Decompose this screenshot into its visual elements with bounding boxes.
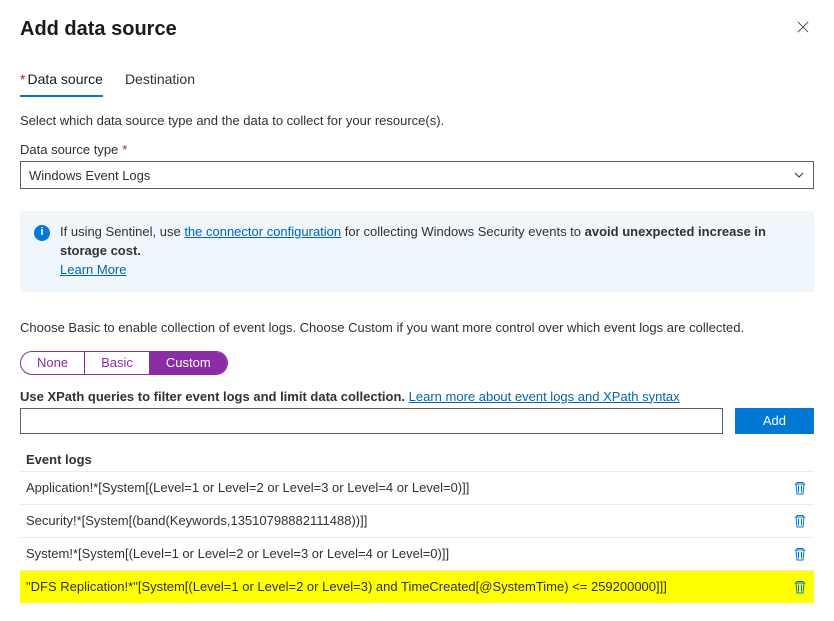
- tab-data-source[interactable]: *Data source: [20, 71, 103, 97]
- event-log-row: Security!*[System[(band(Keywords,1351079…: [20, 504, 814, 537]
- tab-data-source-label: Data source: [27, 71, 102, 87]
- event-log-row: System!*[System[(Level=1 or Level=2 or L…: [20, 537, 814, 570]
- data-source-type-select[interactable]: Windows Event Logs: [20, 161, 814, 189]
- segment-basic[interactable]: Basic: [84, 352, 149, 374]
- event-log-text: System!*[System[(Level=1 or Level=2 or L…: [26, 546, 792, 561]
- tab-destination[interactable]: Destination: [125, 71, 195, 97]
- event-log-text: "DFS Replication!*"[System[(Level=1 or L…: [26, 579, 792, 594]
- info-banner: i If using Sentinel, use the connector c…: [20, 211, 814, 292]
- event-log-text: Security!*[System[(band(Keywords,1351079…: [26, 513, 792, 528]
- delete-icon[interactable]: [792, 480, 808, 496]
- required-star-icon: *: [20, 71, 25, 87]
- collection-mode-segment: None Basic Custom: [20, 351, 228, 375]
- intro-text: Select which data source type and the da…: [20, 113, 814, 128]
- data-source-type-value: Windows Event Logs: [29, 168, 150, 183]
- segment-custom[interactable]: Custom: [149, 352, 227, 374]
- xpath-label: Use XPath queries to filter event logs a…: [20, 389, 814, 404]
- event-log-row: "DFS Replication!*"[System[(Level=1 or L…: [20, 570, 814, 603]
- connector-config-link[interactable]: the connector configuration: [184, 224, 341, 239]
- delete-icon[interactable]: [792, 579, 808, 595]
- tab-bar: *Data source Destination: [20, 71, 814, 97]
- info-banner-text: If using Sentinel, use the connector con…: [60, 223, 800, 280]
- event-log-row: Application!*[System[(Level=1 or Level=2…: [20, 471, 814, 504]
- learn-more-link[interactable]: Learn More: [60, 262, 126, 277]
- segment-none[interactable]: None: [21, 352, 84, 374]
- event-log-text: Application!*[System[(Level=1 or Level=2…: [26, 480, 792, 495]
- add-button[interactable]: Add: [735, 408, 814, 434]
- data-source-type-label: Data source type*: [20, 142, 814, 157]
- page-title: Add data source: [20, 18, 177, 41]
- xpath-learn-link[interactable]: Learn more about event logs and XPath sy…: [409, 389, 680, 404]
- delete-icon[interactable]: [792, 513, 808, 529]
- tab-destination-label: Destination: [125, 71, 195, 87]
- required-star-icon: *: [122, 142, 127, 157]
- chevron-down-icon: [793, 169, 805, 181]
- info-icon: i: [34, 225, 50, 241]
- event-logs-heading: Event logs: [20, 448, 814, 471]
- delete-icon[interactable]: [792, 546, 808, 562]
- xpath-input[interactable]: [20, 408, 723, 434]
- mode-description: Choose Basic to enable collection of eve…: [20, 320, 814, 335]
- close-icon[interactable]: [792, 18, 814, 41]
